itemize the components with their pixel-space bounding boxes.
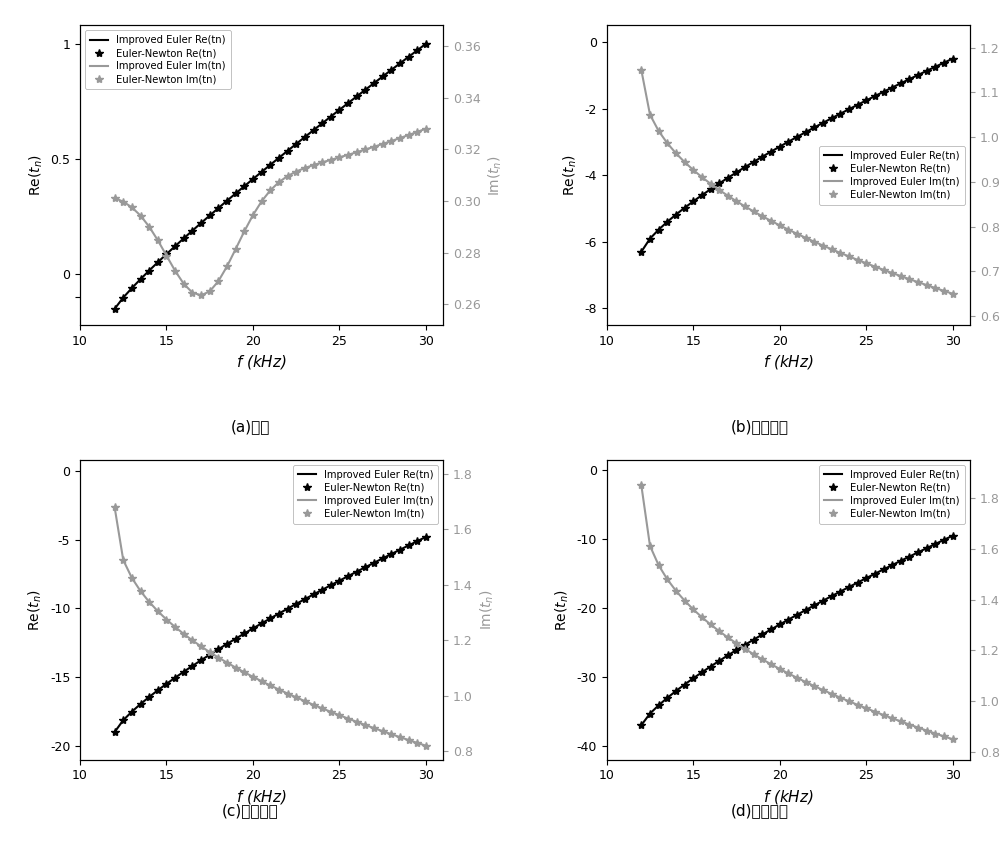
X-axis label: $f$ (kHz): $f$ (kHz) — [763, 788, 814, 806]
Text: (a)基模: (a)基模 — [230, 419, 270, 434]
Legend: Improved Euler Re(tn), Euler-Newton Re(tn), Improved Euler Im(tn), Euler-Newton : Improved Euler Re(tn), Euler-Newton Re(t… — [293, 465, 438, 524]
Text: (b)二阶模式: (b)二阶模式 — [731, 419, 789, 434]
Legend: Improved Euler Re(tn), Euler-Newton Re(tn), Improved Euler Im(tn), Euler-Newton : Improved Euler Re(tn), Euler-Newton Re(t… — [85, 30, 230, 89]
Legend: Improved Euler Re(tn), Euler-Newton Re(tn), Improved Euler Im(tn), Euler-Newton : Improved Euler Re(tn), Euler-Newton Re(t… — [819, 146, 965, 205]
Y-axis label: Im$(t_n)$: Im$(t_n)$ — [486, 154, 504, 196]
Y-axis label: Im$(t_n)$: Im$(t_n)$ — [479, 589, 496, 630]
X-axis label: $f$ (kHz): $f$ (kHz) — [236, 788, 287, 806]
Y-axis label: Re$(t_n)$: Re$(t_n)$ — [562, 154, 579, 196]
Legend: Improved Euler Re(tn), Euler-Newton Re(tn), Improved Euler Im(tn), Euler-Newton : Improved Euler Re(tn), Euler-Newton Re(t… — [819, 465, 965, 524]
X-axis label: $f$ (kHz): $f$ (kHz) — [763, 354, 814, 371]
Y-axis label: Re$(t_n)$: Re$(t_n)$ — [27, 154, 45, 196]
Text: (d)四阶模式: (d)四阶模式 — [731, 803, 789, 818]
Y-axis label: Re$(t_n)$: Re$(t_n)$ — [554, 589, 571, 630]
Y-axis label: Re$(t_n)$: Re$(t_n)$ — [27, 589, 44, 630]
X-axis label: $f$ (kHz): $f$ (kHz) — [236, 354, 287, 371]
Text: (c)三阶模式: (c)三阶模式 — [222, 803, 278, 818]
